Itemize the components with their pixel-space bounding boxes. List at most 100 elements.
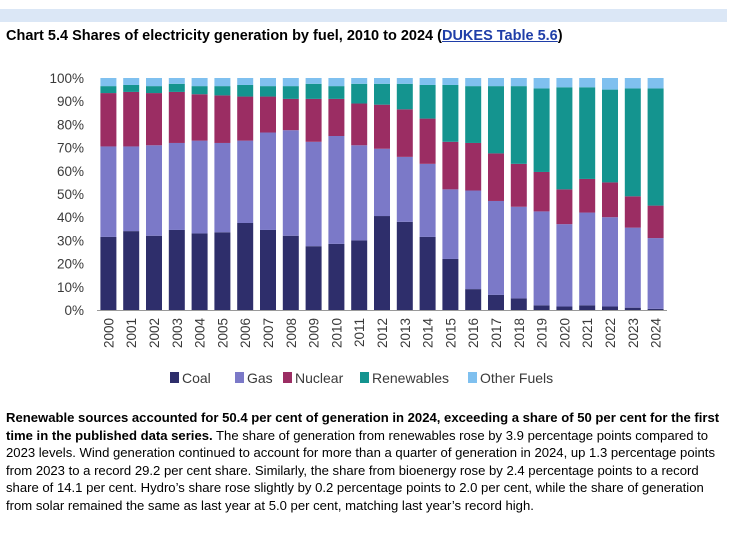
bar-other-fuels-2002 xyxy=(146,78,162,87)
bar-renewables-2011 xyxy=(351,83,368,104)
legend-swatch-nuclear xyxy=(283,372,292,383)
bar-gas-2020 xyxy=(556,224,573,307)
bar-nuclear-2007 xyxy=(260,96,276,133)
x-tick-label: 2003 xyxy=(170,318,185,348)
bar-renewables-2005 xyxy=(214,86,231,96)
bar-other-fuels-2009 xyxy=(305,78,322,84)
bar-other-fuels-2000 xyxy=(100,78,117,87)
bar-coal-2012 xyxy=(374,216,390,310)
bar-coal-2010 xyxy=(328,243,345,310)
title-suffix: ) xyxy=(557,28,563,44)
x-tick-label: 2001 xyxy=(124,318,139,348)
y-axis: 0% 10% 20% 30% 40% 50% 60% 70% 80% 90% 100% xyxy=(49,71,667,318)
bar-gas-2008 xyxy=(282,130,299,236)
bar-other-fuels-2020 xyxy=(556,78,573,88)
legend-swatch-gas xyxy=(235,372,244,383)
bar-coal-2015 xyxy=(442,258,459,310)
bar-nuclear-2005 xyxy=(214,95,231,143)
bar-renewables-2014 xyxy=(419,84,436,119)
bar-coal-2003 xyxy=(168,229,185,310)
y-tick-label: 60% xyxy=(57,164,84,179)
bar-renewables-2007 xyxy=(260,86,276,97)
x-tick-label: 2004 xyxy=(193,318,208,349)
bar-coal-2006 xyxy=(237,223,254,310)
legend-swatch-other-fuels xyxy=(468,372,477,383)
summary-headline: Renewable sources accounted for 50.4 per… xyxy=(6,410,720,443)
bar-other-fuels-2012 xyxy=(374,78,390,84)
bar-coal-2007 xyxy=(260,229,276,310)
bar-renewables-2008 xyxy=(282,86,299,99)
bar-gas-2013 xyxy=(396,156,413,222)
legend-swatch-renewables xyxy=(360,372,369,383)
x-tick-label: 2020 xyxy=(557,318,572,348)
bar-nuclear-2002 xyxy=(146,93,162,146)
bar-renewables-2006 xyxy=(237,84,254,97)
bar-other-fuels-2010 xyxy=(328,78,345,87)
bar-coal-2004 xyxy=(191,233,208,310)
bar-coal-2014 xyxy=(419,236,436,310)
x-tick-label: 2022 xyxy=(603,318,618,348)
bar-nuclear-2022 xyxy=(602,182,618,218)
bar-nuclear-2020 xyxy=(556,189,573,225)
x-tick-label: 2002 xyxy=(147,318,162,348)
bar-nuclear-2010 xyxy=(328,98,345,136)
y-tick-label: 10% xyxy=(57,280,84,295)
x-tick-label: 2014 xyxy=(421,318,436,349)
bar-other-fuels-2006 xyxy=(237,78,254,85)
summary-body: The share of generation from renewables … xyxy=(6,427,715,513)
bar-renewables-2024 xyxy=(647,88,664,206)
bar-other-fuels-2015 xyxy=(442,78,459,85)
bar-gas-2005 xyxy=(214,142,231,233)
bar-nuclear-2016 xyxy=(465,142,482,191)
bar-coal-2011 xyxy=(351,240,368,310)
dukes-table-link[interactable]: DUKES Table 5.6 xyxy=(441,28,558,44)
x-tick-label: 2023 xyxy=(626,318,641,348)
y-tick-label: 30% xyxy=(57,233,84,248)
bar-nuclear-2014 xyxy=(419,118,436,164)
bar-nuclear-2018 xyxy=(510,163,527,207)
bar-coal-2018 xyxy=(510,298,527,310)
bar-other-fuels-2018 xyxy=(510,78,527,87)
bar-gas-2010 xyxy=(328,136,345,244)
chart-title: Chart 5.4 Shares of electricity generati… xyxy=(6,28,563,44)
bar-nuclear-2012 xyxy=(374,104,390,149)
x-tick-label: 2005 xyxy=(215,318,230,348)
legend-swatch-coal xyxy=(170,372,179,383)
bar-coal-2001 xyxy=(123,231,140,310)
bar-renewables-2015 xyxy=(442,84,459,142)
bar-gas-2006 xyxy=(237,140,254,223)
bar-nuclear-2003 xyxy=(168,91,185,143)
legend-label-nuclear: Nuclear xyxy=(295,370,344,386)
bar-nuclear-2001 xyxy=(123,91,140,147)
bar-other-fuels-2023 xyxy=(624,78,641,89)
bar-area xyxy=(100,78,664,310)
x-tick-label: 2017 xyxy=(489,318,504,348)
bar-coal-2022 xyxy=(602,306,618,310)
bar-nuclear-2000 xyxy=(100,93,117,147)
bar-gas-2023 xyxy=(624,227,641,308)
bar-nuclear-2004 xyxy=(191,94,208,141)
x-tick-label: 2019 xyxy=(535,318,550,348)
bar-gas-2019 xyxy=(533,211,550,306)
legend-label-coal: Coal xyxy=(182,370,211,386)
bar-coal-2023 xyxy=(624,307,641,310)
x-tick-label: 2024 xyxy=(649,318,664,349)
x-tick-label: 2013 xyxy=(398,318,413,348)
y-tick-label: 90% xyxy=(57,94,84,109)
bar-coal-2005 xyxy=(214,232,231,310)
y-tick-label: 80% xyxy=(57,117,84,132)
bar-other-fuels-2016 xyxy=(465,78,482,87)
bar-other-fuels-2001 xyxy=(123,78,140,85)
summary-paragraph: Renewable sources accounted for 50.4 per… xyxy=(6,409,724,514)
x-tick-label: 2009 xyxy=(307,318,322,348)
header-band xyxy=(0,9,727,22)
bar-coal-2020 xyxy=(556,306,573,310)
bar-gas-2018 xyxy=(510,206,527,299)
bar-renewables-2016 xyxy=(465,86,482,143)
x-tick-label: 2012 xyxy=(375,318,390,348)
bar-gas-2000 xyxy=(100,146,117,237)
bar-nuclear-2013 xyxy=(396,109,413,157)
bar-other-fuels-2011 xyxy=(351,78,368,84)
bar-gas-2007 xyxy=(260,132,276,230)
bar-renewables-2013 xyxy=(396,83,413,110)
